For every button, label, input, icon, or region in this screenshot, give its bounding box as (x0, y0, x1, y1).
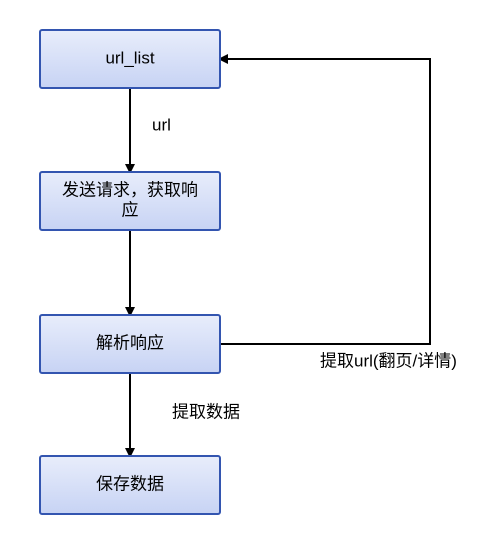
flow-node-n1: url_list (40, 30, 220, 88)
flow-edge-label: url (152, 115, 171, 134)
flow-node-label: 应 (122, 200, 139, 219)
flow-node-n4: 保存数据 (40, 456, 220, 514)
flow-node-label: 解析响应 (96, 333, 164, 352)
flow-node-label: 发送请求，获取响 (62, 181, 198, 200)
flow-node-n2: 发送请求，获取响应 (40, 172, 220, 230)
flow-edge-e4 (220, 59, 430, 344)
flowchart-canvas: url_list 发送请求，获取响应解析响应保存数据 url 提取数据 提取url(翻… (0, 0, 500, 542)
flow-node-label: 保存数据 (96, 474, 164, 493)
flow-node-n3: 解析响应 (40, 315, 220, 373)
flow-edge-label: 提取数据 (172, 402, 240, 421)
flow-edge-label: 提取url(翻页/详情) (320, 351, 457, 370)
flow-node-label: url_list (105, 48, 154, 67)
